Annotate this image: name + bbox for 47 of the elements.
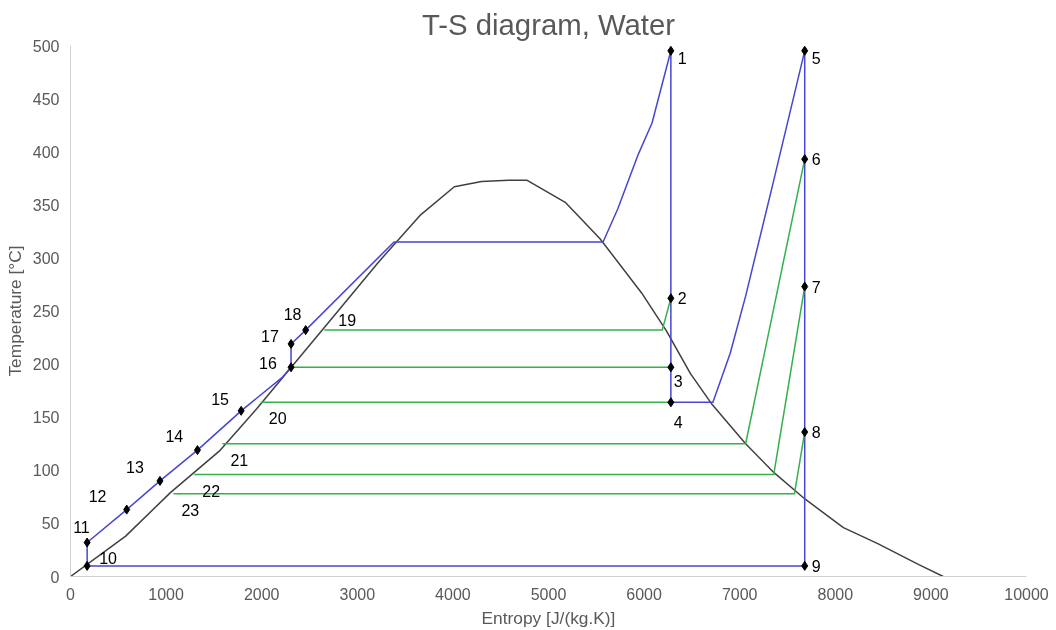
annotation: 2 (677, 290, 687, 308)
y-tick-label: 100 (32, 462, 60, 480)
annotation: 13 (125, 458, 144, 476)
annotation: 12 (88, 487, 107, 505)
x-tick-label: 1000 (148, 585, 184, 603)
x-tick-label: 0 (66, 585, 76, 603)
x-tick-label: 4000 (435, 585, 471, 603)
y-tick-label: 150 (32, 409, 60, 427)
y-tick-label: 500 (32, 37, 60, 55)
annotation: 21 (230, 451, 249, 469)
annotation: 17 (261, 327, 279, 345)
annotation: 11 (73, 518, 90, 536)
annotation: 20 (268, 410, 287, 428)
x-tick-label: 3000 (339, 585, 376, 603)
annotation: 3 (673, 373, 683, 391)
x-tick-label: 7000 (721, 585, 758, 603)
annotation: 19 (338, 312, 357, 330)
annotation: 7 (811, 278, 821, 296)
x-tick-label: 6000 (626, 585, 662, 603)
y-tick-label: 50 (41, 515, 60, 533)
x-tick-label: 5000 (530, 585, 567, 603)
annotation: 1 (677, 49, 687, 67)
annotation: 10 (99, 549, 118, 567)
x-tick-label: 9000 (913, 585, 949, 603)
y-axis-title: Temperature [°C] (4, 245, 25, 377)
y-tick-label: 300 (32, 249, 60, 267)
annotation: 14 (165, 428, 184, 446)
y-tick-label: 200 (32, 356, 60, 374)
x-tick-label: 10000 (1004, 585, 1049, 603)
annotation: 23 (181, 501, 200, 519)
x-tick-label: 8000 (817, 585, 854, 603)
annotation: 5 (811, 49, 821, 67)
annotation: 18 (283, 306, 302, 324)
annotation: 16 (259, 355, 277, 373)
chart-title: T-S diagram, Water (421, 7, 676, 41)
annotation: 6 (811, 151, 821, 169)
x-axis-title: Entropy [J/(kg.K)] (481, 607, 616, 628)
annotation: 15 (211, 390, 230, 408)
y-tick-label: 250 (32, 303, 60, 320)
annotation: 8 (811, 424, 821, 442)
x-tick-label: 2000 (243, 585, 280, 603)
y-tick-label: 0 (50, 568, 60, 586)
annotation: 4 (673, 414, 683, 432)
y-tick-label: 350 (32, 196, 60, 214)
y-tick-label: 450 (32, 90, 60, 108)
y-tick-label: 400 (32, 143, 60, 161)
annotation: 9 (811, 557, 821, 575)
